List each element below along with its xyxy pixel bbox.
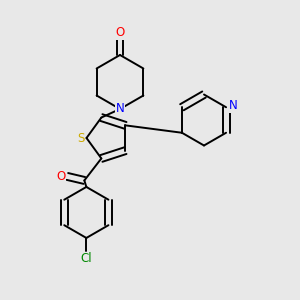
Text: O: O <box>56 170 65 183</box>
Text: N: N <box>229 99 238 112</box>
Text: O: O <box>116 26 124 39</box>
Text: N: N <box>116 103 124 116</box>
Text: S: S <box>77 131 84 145</box>
Text: Cl: Cl <box>80 252 92 266</box>
